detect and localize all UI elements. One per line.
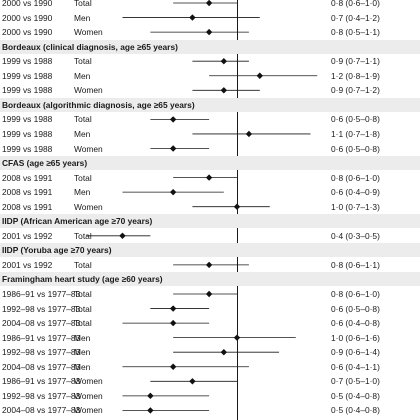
comparison-label: 1999 vs 1988: [2, 56, 53, 67]
comparison-label: 2000 vs 1990: [2, 0, 53, 8]
comparison-label: 2000 vs 1990: [2, 12, 53, 23]
comparison-label: 2008 vs 1991: [2, 187, 53, 198]
group-label: Total: [74, 303, 92, 314]
group-label: Total: [74, 259, 92, 270]
group-label: Women: [74, 201, 103, 212]
estimate-label: 0·8 (0·6–1·1): [331, 259, 380, 270]
estimate-label: 0·4 (0·3–0·5): [331, 230, 380, 241]
point-estimate-diamond: [245, 130, 253, 138]
group-label: Men: [74, 332, 91, 343]
comparison-label: 2000 vs 1990: [2, 27, 53, 38]
estimate-label: 0·8 (0·6–1·0): [331, 172, 380, 183]
point-estimate-diamond: [169, 319, 177, 327]
estimate-label: 0·6 (0·4–1·1): [331, 361, 380, 372]
comparison-label: 1986–91 vs 1977–83: [2, 376, 81, 387]
comparison-label: 1986–91 vs 1977–83: [2, 332, 81, 343]
estimate-label: 0·6 (0·5–0·8): [331, 143, 380, 154]
estimate-label: 0·6 (0·5–0·8): [331, 303, 380, 314]
study-header: IIDP (African American age ≥70 years): [0, 214, 420, 229]
group-label: Total: [74, 230, 92, 241]
estimate-label: 1·0 (0·7–1·3): [331, 201, 380, 212]
comparison-label: 2004–08 vs 1977–83: [2, 405, 81, 416]
estimate-label: 0·7 (0·5–1·0): [331, 376, 380, 387]
group-label: Total: [74, 114, 92, 125]
estimate-label: 1·0 (0·6–1·6): [331, 332, 380, 343]
comparison-label: 1999 vs 1988: [2, 114, 53, 125]
comparison-label: 1992–98 vs 1977–83: [2, 347, 81, 358]
point-estimate-diamond: [205, 174, 213, 181]
comparison-label: 2001 vs 1992: [2, 230, 53, 241]
point-estimate-diamond: [205, 261, 213, 269]
estimate-label: 0·9 (0·7–1·2): [331, 85, 380, 96]
comparison-label: 1986–91 vs 1977–83: [2, 289, 81, 299]
point-estimate-diamond: [220, 349, 228, 356]
group-label: Total: [74, 289, 92, 299]
comparison-label: 2008 vs 1991: [2, 172, 53, 183]
estimate-label: 0·8 (0·5–1·1): [331, 27, 380, 38]
estimate-label: 0·8 (0·6–1·0): [331, 0, 380, 8]
study-header: Bordeaux (clinical diagnosis, age ≥65 ye…: [0, 39, 420, 54]
group-label: Women: [74, 27, 103, 38]
reference-line: [237, 0, 238, 420]
comparison-label: 2004–08 vs 1977–83: [2, 361, 81, 372]
point-estimate-diamond: [205, 28, 213, 36]
comparison-label: 1999 vs 1988: [2, 85, 53, 96]
comparison-label: 2004–08 vs 1977–83: [2, 318, 81, 329]
study-header: IIDP (Yoruba age ≥70 years): [0, 243, 420, 258]
estimate-label: 1·2 (0·8–1·9): [331, 70, 380, 81]
group-label: Women: [74, 143, 103, 154]
estimate-label: 0·6 (0·4–0·9): [331, 187, 380, 198]
estimate-label: 1·1 (0·7–1·8): [331, 128, 380, 139]
estimate-label: 0·9 (0·6–1·4): [331, 347, 380, 358]
point-estimate-diamond: [169, 116, 177, 123]
comparison-label: 1999 vs 1988: [2, 128, 53, 139]
group-label: Men: [74, 70, 91, 81]
comparison-label: 1992–98 vs 1977–83: [2, 303, 81, 314]
group-label: Women: [74, 405, 103, 416]
point-estimate-diamond: [205, 290, 213, 298]
comparison-label: 2008 vs 1991: [2, 201, 53, 212]
estimate-label: 0·8 (0·6–1·0): [331, 289, 380, 299]
point-estimate-diamond: [119, 232, 126, 239]
comparison-label: 1999 vs 1988: [2, 143, 53, 154]
group-label: Total: [74, 56, 92, 67]
point-estimate-diamond: [147, 407, 154, 414]
estimate-label: 0·6 (0·4–0·8): [331, 318, 380, 329]
point-estimate-diamond: [220, 58, 228, 65]
point-estimate-diamond: [205, 0, 213, 7]
study-header: Framingham heart study (age ≥60 years): [0, 272, 420, 287]
estimate-label: 0·5 (0·4–0·8): [331, 405, 380, 416]
group-label: Men: [74, 12, 91, 23]
comparison-label: 1992–98 vs 1977–83: [2, 390, 81, 401]
group-label: Men: [74, 128, 91, 139]
comparison-label: 1999 vs 1988: [2, 70, 53, 81]
estimate-label: 0·7 (0·4–1·2): [331, 12, 380, 23]
group-label: Total: [74, 318, 92, 329]
group-label: Women: [74, 85, 103, 96]
group-label: Men: [74, 361, 91, 372]
point-estimate-diamond: [256, 72, 263, 79]
group-label: Men: [74, 187, 91, 198]
group-label: Total: [74, 172, 92, 183]
point-estimate-diamond: [189, 378, 196, 385]
point-estimate-diamond: [169, 363, 177, 370]
point-estimate-diamond: [169, 305, 177, 312]
point-estimate-diamond: [169, 188, 177, 196]
group-label: Total: [74, 0, 92, 8]
point-estimate-diamond: [220, 87, 228, 94]
estimate-label: 0·6 (0·5–0·8): [331, 114, 380, 125]
group-label: Women: [74, 376, 103, 387]
estimate-label: 0·9 (0·7–1·1): [331, 56, 380, 67]
group-label: Women: [74, 390, 103, 401]
study-header: CFAS (age ≥65 years): [0, 156, 420, 171]
point-estimate-diamond: [169, 145, 177, 152]
comparison-label: 2001 vs 1992: [2, 259, 53, 270]
estimate-label: 0·5 (0·4–0·8): [331, 390, 380, 401]
study-header: Bordeaux (algorithmic diagnosis, age ≥65…: [0, 97, 420, 112]
group-label: Men: [74, 347, 91, 358]
point-estimate-diamond: [147, 392, 154, 400]
point-estimate-diamond: [189, 14, 196, 21]
